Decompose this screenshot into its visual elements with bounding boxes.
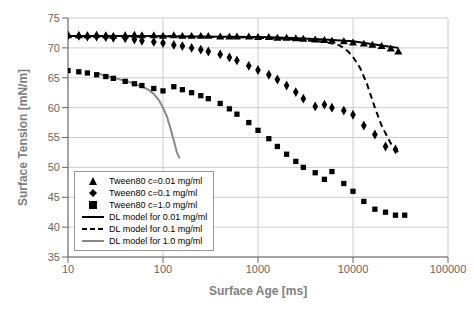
svg-text:70: 70 — [48, 42, 60, 54]
svg-text:Surface Age [ms]: Surface Age [ms] — [209, 284, 307, 298]
svg-text:10: 10 — [62, 263, 74, 275]
svg-text:45: 45 — [48, 191, 60, 203]
svg-text:100000: 100000 — [430, 263, 466, 275]
html-text:DL model for 1.0 mg/ml: DL model for 1.0 mg/ml — [109, 236, 203, 246]
html-text:Tween80 c=1.0 mg/ml: Tween80 c=1.0 mg/ml — [109, 200, 198, 210]
svg-text:65: 65 — [48, 72, 60, 84]
html-text:DL model for 0.1 mg/ml: DL model for 0.1 mg/ml — [109, 224, 203, 234]
svg-text:100: 100 — [154, 263, 172, 275]
svg-text:35: 35 — [48, 251, 60, 263]
html-text:Tween80 c=0.01 mg/ml: Tween80 c=0.01 mg/ml — [109, 176, 203, 186]
svg-text:Surface Tension [mN/m]: Surface Tension [mN/m] — [16, 69, 30, 206]
svg-text:1000: 1000 — [246, 263, 270, 275]
html-text:Tween80 c=0.1 mg/ml: Tween80 c=0.1 mg/ml — [109, 188, 198, 198]
svg-text:75: 75 — [48, 12, 60, 24]
svg-text:10000: 10000 — [338, 263, 369, 275]
svg-text:55: 55 — [48, 131, 60, 143]
svg-text:50: 50 — [48, 161, 60, 173]
html-text:DL model for 0.01 mg/ml: DL model for 0.01 mg/ml — [109, 212, 208, 222]
svg-text:40: 40 — [48, 221, 60, 233]
svg-text:60: 60 — [48, 102, 60, 114]
